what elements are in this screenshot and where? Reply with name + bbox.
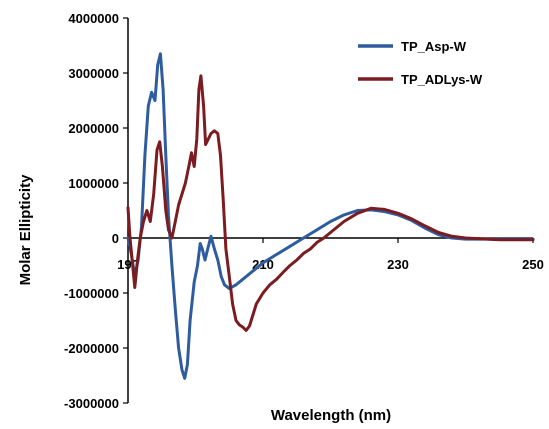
y-tick-label: -3000000 xyxy=(64,396,119,411)
y-axis-label: Molar Ellipticity xyxy=(17,174,34,286)
x-tick-label: 230 xyxy=(387,257,409,272)
y-tick-label: -1000000 xyxy=(64,286,119,301)
y-tick-label: 0 xyxy=(112,231,119,246)
y-tick-label: 3000000 xyxy=(68,66,119,81)
series-lines xyxy=(126,52,535,380)
y-tick-labels: 4000000 3000000 2000000 1000000 0 -1000000 -20… xyxy=(64,11,119,411)
series-line-2 xyxy=(126,74,535,332)
legend: TP_Asp-W TP_ADLys-W xyxy=(358,39,483,87)
legend-label-series-2: TP_ADLys-W xyxy=(401,72,483,87)
x-tick-label: 250 xyxy=(522,257,544,272)
x-axis-label: Wavelength (nm) xyxy=(271,407,391,424)
y-tick-label: 1000000 xyxy=(68,176,119,191)
legend-label-series-1: TP_Asp-W xyxy=(401,39,467,54)
series-line-1 xyxy=(126,52,535,380)
y-tick-label: -2000000 xyxy=(64,341,119,356)
y-tick-label: 4000000 xyxy=(68,11,119,26)
y-tick-label: 2000000 xyxy=(68,121,119,136)
